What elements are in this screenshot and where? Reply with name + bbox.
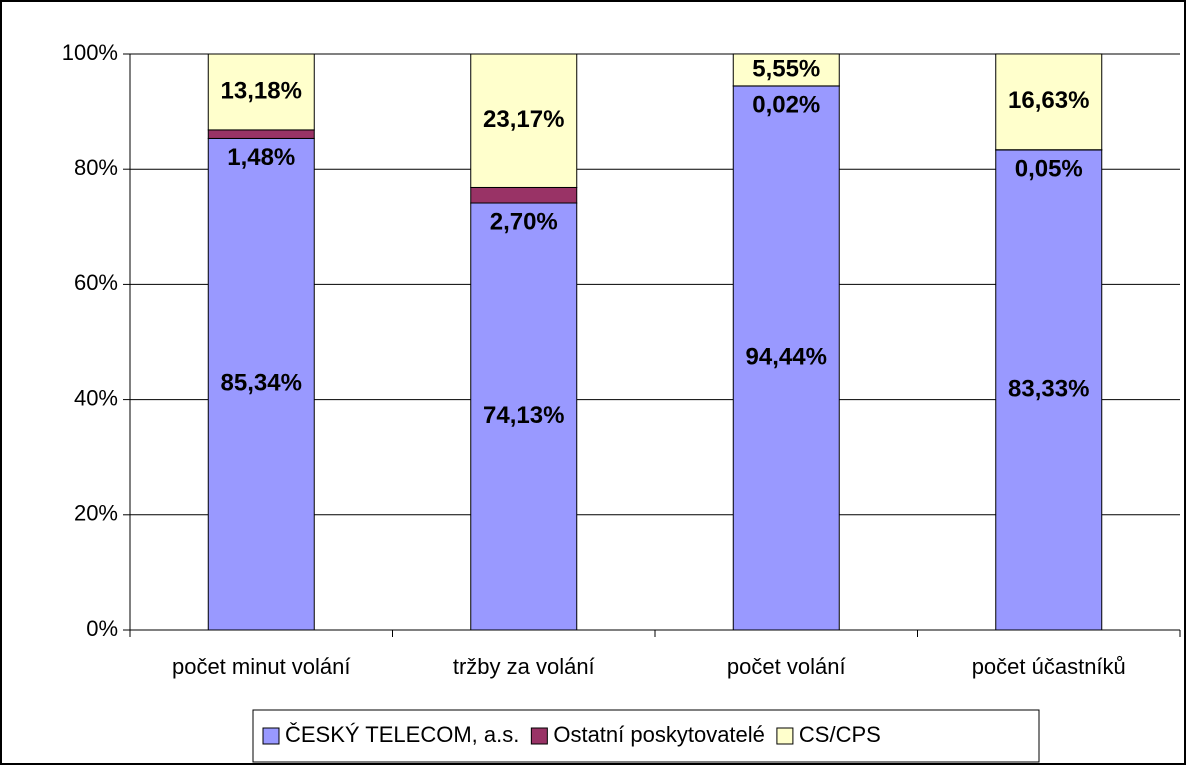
data-label: 13,18% — [221, 77, 302, 104]
y-tick-label: 0% — [86, 616, 118, 641]
y-tick-label: 80% — [74, 155, 118, 180]
y-tick-label: 100% — [62, 40, 118, 65]
x-tick-label: počet volání — [727, 654, 846, 679]
legend-swatch — [530, 727, 548, 745]
y-tick-label: 20% — [74, 501, 118, 526]
x-tick-label: tržby za volání — [453, 654, 595, 679]
y-tick-label: 60% — [74, 270, 118, 295]
data-label: 2,70% — [490, 208, 558, 235]
x-tick-label: počet účastníků — [972, 654, 1126, 679]
legend-swatch — [262, 727, 280, 745]
data-label: 1,48% — [227, 144, 295, 171]
data-label: 5,55% — [752, 55, 820, 82]
bar-segment — [470, 186, 578, 204]
data-label: 0,02% — [752, 91, 820, 118]
data-label: 83,33% — [1008, 375, 1089, 402]
legend-label: ČESKÝ TELECOM, a.s. — [285, 722, 519, 747]
legend-swatch — [776, 727, 794, 745]
data-label: 74,13% — [483, 402, 564, 429]
bar-segment — [732, 53, 840, 87]
data-label: 16,63% — [1008, 87, 1089, 114]
bar-segment — [207, 137, 315, 631]
bar-segment — [995, 149, 1103, 631]
bar-segment — [732, 85, 840, 631]
data-label: 94,44% — [746, 343, 827, 370]
legend-label: CS/CPS — [799, 722, 881, 747]
bar-segment — [207, 129, 315, 139]
y-tick-label: 40% — [74, 385, 118, 410]
bar-segment — [470, 202, 578, 631]
bar-segment — [470, 53, 578, 188]
legend-box — [252, 709, 1040, 763]
data-label: 0,05% — [1015, 155, 1083, 182]
bar-segment — [995, 53, 1103, 151]
data-label: 23,17% — [483, 106, 564, 133]
legend-label: Ostatní poskytovatelé — [553, 722, 765, 747]
bar-segment — [207, 53, 315, 131]
x-tick-label: počet minut volání — [172, 654, 351, 679]
data-label: 85,34% — [221, 370, 302, 397]
